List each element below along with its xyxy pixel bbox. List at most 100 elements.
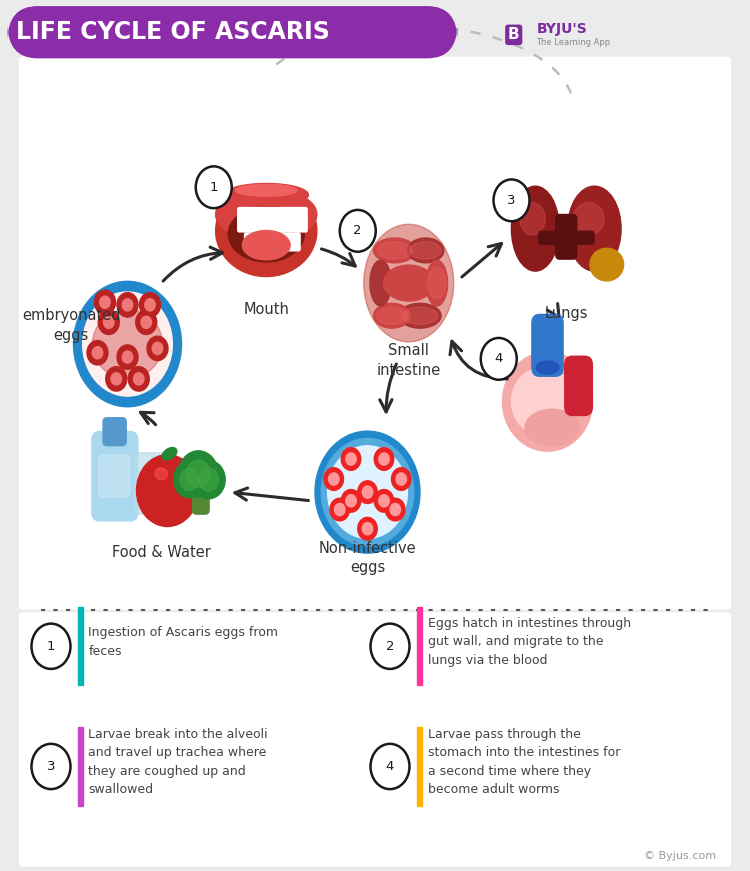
Circle shape — [94, 290, 116, 314]
Text: The Learning App: The Learning App — [536, 38, 610, 47]
Ellipse shape — [426, 260, 448, 306]
Circle shape — [374, 490, 394, 512]
Text: Food & Water: Food & Water — [112, 545, 211, 560]
Text: 2: 2 — [353, 225, 362, 237]
Ellipse shape — [399, 303, 441, 328]
Circle shape — [481, 338, 517, 380]
Text: 2: 2 — [386, 640, 394, 652]
Text: Small
intestine: Small intestine — [376, 343, 441, 377]
Circle shape — [117, 293, 138, 317]
Circle shape — [362, 486, 373, 498]
Ellipse shape — [573, 203, 604, 235]
Circle shape — [324, 468, 344, 490]
Ellipse shape — [370, 260, 392, 306]
Circle shape — [330, 498, 350, 521]
Circle shape — [358, 517, 377, 540]
Ellipse shape — [520, 203, 545, 235]
FancyBboxPatch shape — [258, 233, 272, 251]
Text: Non-infective
eggs: Non-infective eggs — [319, 541, 416, 575]
Circle shape — [173, 462, 205, 498]
Ellipse shape — [568, 186, 621, 271]
Text: 4: 4 — [494, 353, 503, 365]
Circle shape — [128, 367, 149, 391]
Ellipse shape — [162, 448, 177, 460]
Circle shape — [134, 373, 144, 385]
Ellipse shape — [590, 248, 624, 280]
Circle shape — [328, 473, 339, 485]
FancyBboxPatch shape — [19, 612, 731, 867]
Circle shape — [390, 503, 400, 516]
Ellipse shape — [503, 352, 592, 451]
Circle shape — [346, 453, 356, 465]
FancyBboxPatch shape — [570, 231, 594, 245]
Ellipse shape — [376, 242, 412, 259]
Circle shape — [379, 495, 389, 507]
FancyBboxPatch shape — [103, 418, 126, 446]
Ellipse shape — [242, 231, 290, 260]
Circle shape — [152, 342, 163, 354]
FancyBboxPatch shape — [565, 356, 592, 415]
Circle shape — [321, 438, 414, 546]
Circle shape — [370, 624, 410, 669]
Circle shape — [136, 310, 157, 334]
Circle shape — [136, 455, 198, 526]
Ellipse shape — [512, 368, 574, 436]
Circle shape — [82, 292, 172, 396]
Ellipse shape — [383, 265, 434, 301]
Text: Mouth: Mouth — [243, 301, 290, 316]
Ellipse shape — [155, 468, 167, 480]
Ellipse shape — [407, 238, 444, 263]
Circle shape — [122, 351, 133, 363]
Circle shape — [196, 166, 232, 208]
Text: Lungs: Lungs — [544, 306, 588, 321]
Text: embryonated
eggs: embryonated eggs — [22, 308, 121, 342]
Bar — [417, 607, 422, 685]
Ellipse shape — [427, 267, 446, 299]
Circle shape — [111, 373, 122, 385]
Circle shape — [192, 461, 225, 499]
Circle shape — [178, 451, 218, 496]
FancyBboxPatch shape — [92, 431, 138, 521]
Text: Eggs hatch in intestines through
gut wall, and migrate to the
lungs via the bloo: Eggs hatch in intestines through gut wal… — [427, 617, 631, 667]
FancyBboxPatch shape — [19, 57, 731, 610]
FancyBboxPatch shape — [193, 476, 209, 514]
Ellipse shape — [228, 206, 304, 262]
Circle shape — [104, 316, 114, 328]
Circle shape — [341, 490, 361, 512]
Circle shape — [346, 495, 356, 507]
Circle shape — [100, 296, 110, 308]
Ellipse shape — [216, 188, 316, 240]
Text: BYJU'S: BYJU'S — [536, 22, 587, 36]
FancyBboxPatch shape — [238, 207, 252, 232]
Circle shape — [392, 468, 411, 490]
Text: 3: 3 — [46, 760, 56, 773]
Circle shape — [122, 299, 133, 311]
Bar — [417, 727, 422, 806]
Circle shape — [32, 624, 70, 669]
FancyBboxPatch shape — [532, 314, 563, 376]
FancyBboxPatch shape — [556, 214, 577, 260]
Ellipse shape — [402, 307, 438, 324]
Text: Larvae break into the alveoli
and travel up trachea where
they are coughed up an: Larvae break into the alveoli and travel… — [88, 728, 268, 796]
Ellipse shape — [364, 225, 454, 342]
Ellipse shape — [216, 186, 316, 277]
Ellipse shape — [92, 309, 163, 379]
Circle shape — [180, 469, 199, 490]
Bar — [78, 727, 82, 806]
Circle shape — [334, 503, 345, 516]
FancyBboxPatch shape — [286, 233, 300, 251]
Text: 4: 4 — [386, 760, 394, 773]
FancyBboxPatch shape — [272, 233, 286, 251]
FancyBboxPatch shape — [251, 207, 266, 232]
FancyBboxPatch shape — [292, 207, 308, 232]
Circle shape — [145, 299, 155, 311]
Circle shape — [187, 460, 210, 488]
FancyBboxPatch shape — [279, 207, 293, 232]
Ellipse shape — [536, 361, 559, 375]
Circle shape — [386, 498, 405, 521]
Text: B: B — [508, 27, 520, 43]
FancyBboxPatch shape — [266, 207, 280, 232]
Text: 1: 1 — [209, 181, 218, 193]
Circle shape — [315, 431, 420, 553]
FancyBboxPatch shape — [244, 233, 259, 251]
